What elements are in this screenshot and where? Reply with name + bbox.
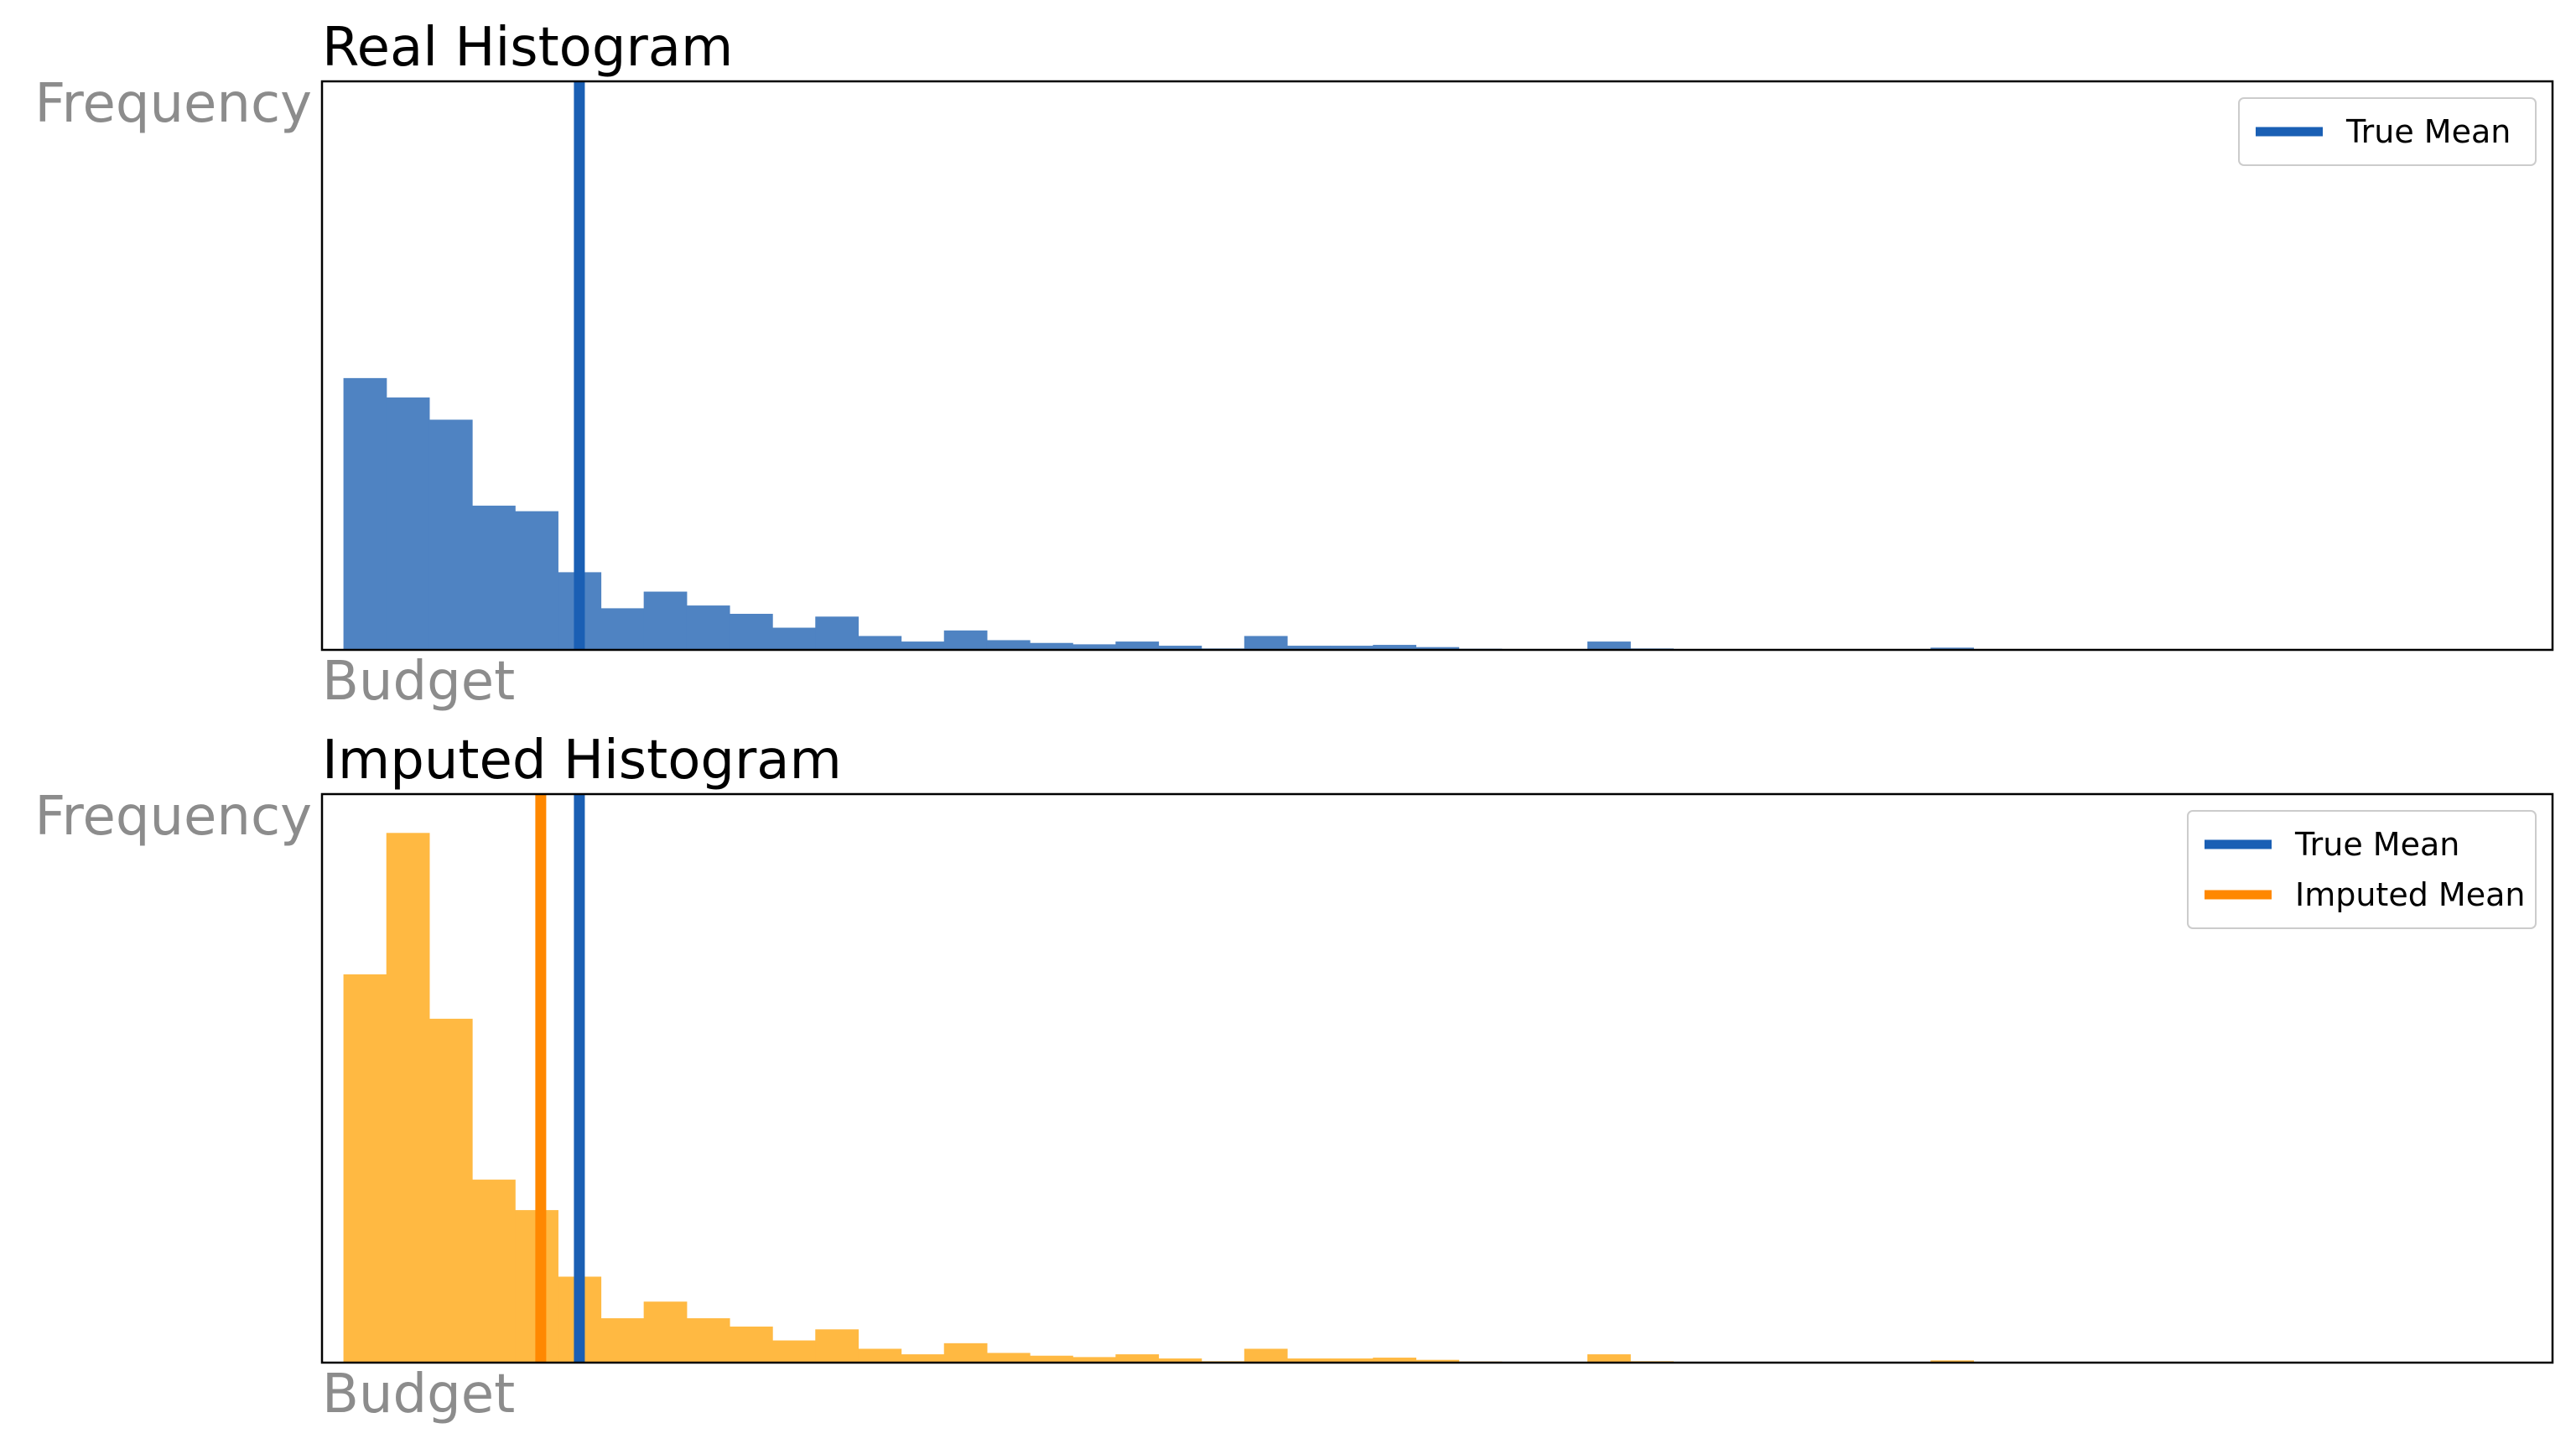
bar-series [343,833,1975,1363]
histogram-bar [1330,1358,1374,1363]
histogram-bar [343,974,387,1363]
imputed-histogram-panel: Imputed Histogram Frequency Budget True … [34,730,2554,1426]
histogram-bar [1330,646,1374,650]
histogram-bar [1587,1354,1631,1363]
histogram-bar [1286,1358,1331,1363]
plot-area-frame [320,80,2554,652]
histogram-bar [428,419,473,650]
histogram-bar [1115,641,1160,650]
histogram-bar [772,627,816,650]
histogram-bar [1415,647,1460,650]
histogram-bar [1373,645,1417,650]
bar-series [343,377,1975,650]
histogram-bar [729,614,773,650]
histogram-bar [1930,647,1975,650]
histogram-bar [643,1301,688,1363]
histogram-bar [686,605,730,650]
legend-label: True Mean [2345,113,2511,150]
legend: True Mean Imputed Mean [2187,810,2537,929]
chart-title: Imputed Histogram [322,730,842,792]
histogram-bar [1286,646,1331,650]
histogram-bar [600,1318,645,1363]
x-axis-label: Budget [322,651,515,713]
histogram-bar [943,630,988,650]
histogram-bar [901,1354,945,1363]
histogram-bar [386,833,430,1363]
legend-box [2187,810,2537,929]
histogram-bar [1072,644,1116,650]
histogram-bar [986,1353,1031,1363]
histogram-bar [1415,1359,1460,1363]
histogram-bar [1115,1354,1160,1363]
histogram-bar [1030,1355,1073,1363]
histogram-bar [600,608,645,650]
y-axis-label: Frequency [34,786,312,848]
histogram-bar [515,511,558,650]
histogram-bar [386,397,430,650]
legend-label: Imputed Mean [2295,876,2525,913]
histogram-bar [1072,1357,1116,1363]
histogram-bar [858,636,902,650]
reference-lines [535,794,585,1363]
histogram-bar [1587,641,1631,650]
x-axis-label: Budget [322,1363,515,1426]
real-histogram-panel: Real Histogram Frequency Budget True Mea… [34,17,2554,713]
histogram-bar [815,1329,860,1363]
histogram-bar [729,1327,773,1363]
histogram-bar [1244,636,1288,650]
histogram-bar [858,1348,902,1363]
histogram-bar [1930,1360,1975,1363]
histogram-bar [815,616,860,650]
histogram-bar [428,1018,473,1363]
chart-title: Real Histogram [322,17,733,79]
histogram-bar [901,641,945,650]
legend-box [2238,97,2537,166]
plot-area-frame [320,792,2554,1364]
histogram-bar [686,1318,730,1363]
y-axis-label: Frequency [34,73,312,135]
histogram-bar [986,640,1031,650]
histogram-bar [472,1179,516,1363]
histogram-bar [772,1340,816,1363]
histogram-bar [472,506,516,650]
histogram-bar [1030,642,1073,650]
histogram-bar [343,377,387,650]
histogram-bar [1158,646,1202,650]
legend-label: True Mean [2294,826,2459,863]
histogram-bar [1158,1358,1202,1363]
histogram-bar [643,591,688,650]
histogram-bar [1244,1348,1288,1363]
histogram-bar [943,1343,988,1363]
histogram-bar [1373,1358,1417,1363]
legend: True Mean [2238,97,2537,166]
